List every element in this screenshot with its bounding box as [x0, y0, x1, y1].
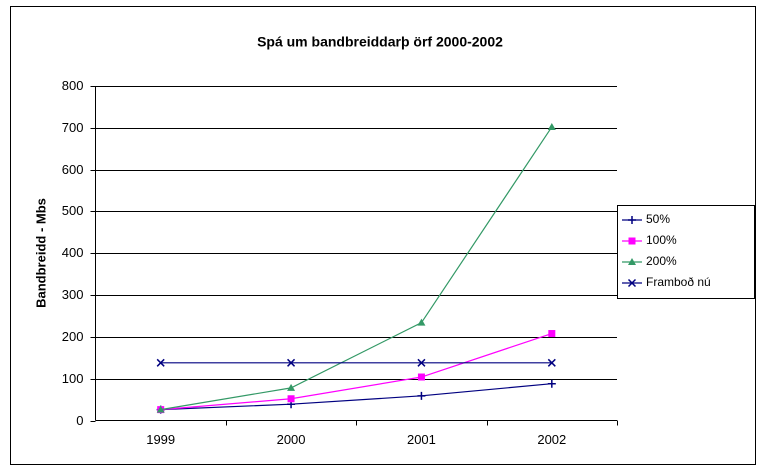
marker [417, 373, 425, 381]
y-tick-label: 400 [62, 245, 84, 260]
marker [547, 122, 556, 130]
y-axis-label: Bandbreidd - Mbs [33, 198, 48, 308]
y-tick-label: 700 [62, 120, 84, 135]
marker [628, 258, 636, 265]
x-tick-label: 2001 [407, 432, 436, 447]
y-tick-label: 300 [62, 287, 84, 302]
marker [287, 358, 296, 367]
legend-label: 50% [646, 212, 670, 226]
y-tick-label: 200 [62, 329, 84, 344]
marker [417, 391, 426, 400]
marker [287, 395, 295, 403]
y-tick-label: 0 [76, 413, 83, 428]
chart-title: Spá um bandbreiddarþ örf 2000-2002 [257, 34, 503, 50]
y-tick-label: 500 [62, 203, 84, 218]
marker [417, 358, 426, 367]
y-tick-label: 600 [62, 162, 84, 177]
legend-label: 100% [646, 233, 677, 247]
marker [417, 318, 426, 326]
legend-label: Framboð nú [646, 275, 711, 289]
series-line [160, 383, 552, 411]
x-tick-label: 2002 [537, 432, 566, 447]
marker [287, 383, 296, 391]
y-tick-label: 100 [62, 371, 84, 386]
x-tick-label: 2000 [277, 432, 306, 447]
x-tick-label: 1999 [146, 432, 175, 447]
series-line [160, 126, 553, 411]
marker [547, 358, 556, 367]
marker [628, 237, 636, 245]
y-tick-label: 800 [62, 78, 84, 93]
series-line [160, 332, 553, 411]
marker [627, 278, 637, 288]
marker [548, 330, 556, 338]
marker [547, 379, 556, 388]
marker [628, 216, 636, 224]
marker [156, 405, 165, 413]
legend-label: 200% [646, 254, 677, 268]
marker [156, 358, 165, 367]
